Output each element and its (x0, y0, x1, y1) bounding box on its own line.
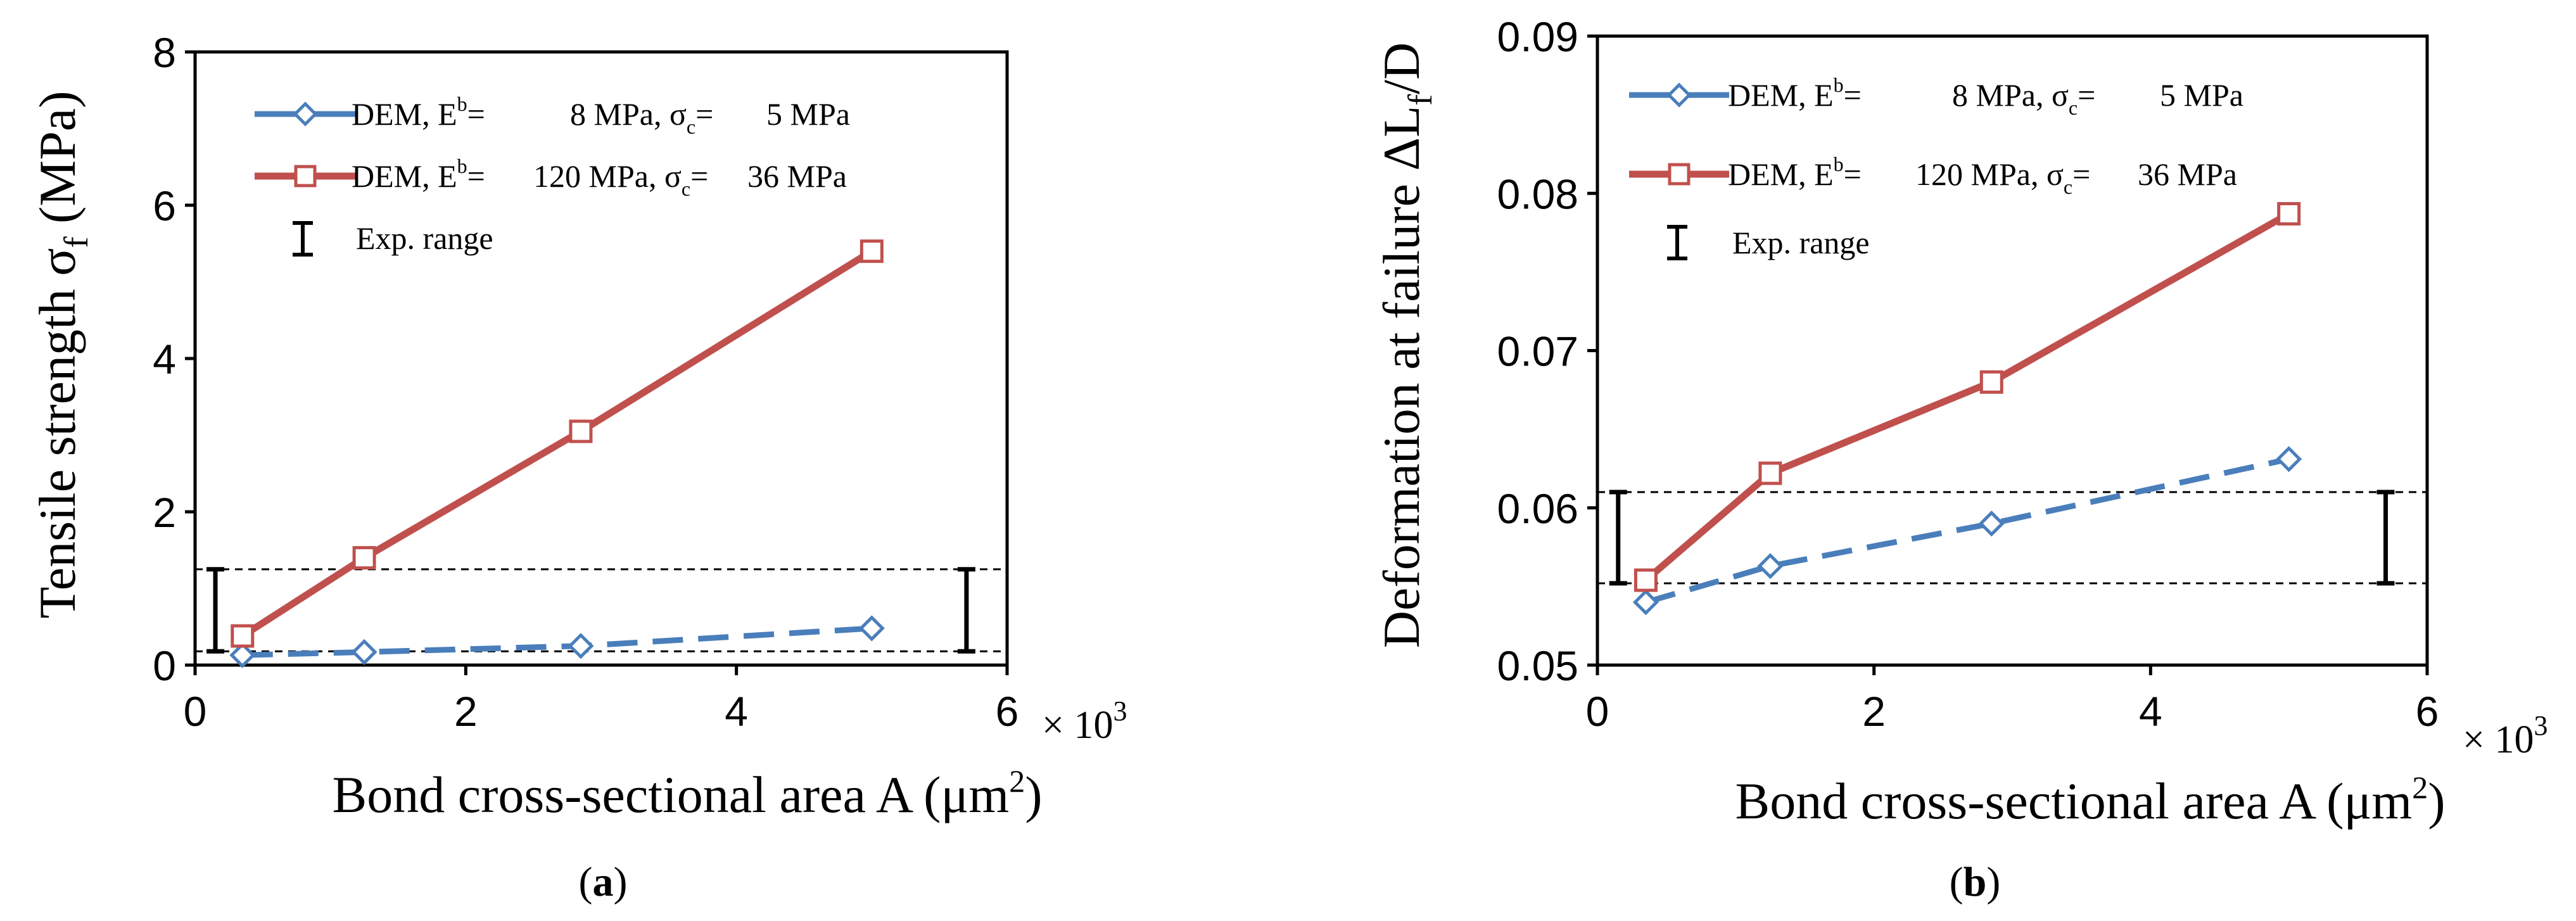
exp-range-error-bar (1609, 490, 1627, 586)
x-tick-label: 6 (2416, 688, 2439, 735)
series-line (1643, 210, 2291, 583)
legend-entry-dem-8mpa: DEM, Eb= 8 MPa, σc= 5 MPa (1629, 73, 2243, 119)
legend-label: Exp. range (356, 220, 493, 256)
exp-range-error-bar (206, 567, 225, 654)
x-axis-ticks: 0 2 4 6 (184, 665, 1019, 735)
exp-range-error-bar (957, 567, 975, 654)
exp-range-guides (195, 567, 1007, 654)
data-point-diamond (1757, 553, 1784, 580)
data-point-diamond (1978, 511, 2005, 537)
x-tick-label: 4 (2139, 688, 2162, 735)
x-tick-label: 2 (1862, 688, 1886, 735)
x-axis-multiplier: × 103 (1042, 696, 1127, 747)
data-point-square (1758, 461, 1782, 485)
x-tick-label: 0 (184, 688, 207, 735)
panel-a: 0 2 4 6 8 0 2 4 6 DEM, Eb= 8 MPa, σc= 5 MPa DEM, … (29, 29, 1127, 905)
legend-label: DEM, Eb= 120 MPa, σc= 36 MPa (1728, 153, 2237, 198)
panel-b: 0.05 0.06 0.07 0.08 0.09 0 2 4 6 DEM, Eb= 8 MPa,… (1373, 13, 2547, 905)
data-point-diamond (351, 638, 378, 665)
data-point-square (860, 239, 884, 264)
data-point-square (2277, 202, 2301, 226)
data-point-square (1634, 568, 1658, 592)
legend-entry-dem-8mpa: DEM, Eb= 8 MPa, σc= 5 MPa (255, 92, 850, 138)
y-tick-label: 0.09 (1497, 13, 1578, 60)
panel-label: (b) (1950, 859, 2001, 905)
y-tick-label: 0 (153, 642, 176, 689)
legend-label: DEM, Eb= 8 MPa, σc= 5 MPa (352, 92, 850, 138)
data-point-square (352, 546, 376, 570)
data-point-diamond (568, 633, 594, 659)
exp-range-error-bar (2376, 490, 2395, 586)
panel-label: (a) (579, 859, 628, 905)
data-point-square (1979, 370, 2003, 394)
plot-frame (193, 50, 1009, 667)
legend: DEM, Eb= 8 MPa, σc= 5 MPa DEM, Eb= 120 MPa,… (1629, 73, 2243, 260)
data-point-square (231, 624, 255, 648)
legend-entry-dem-120mpa: DEM, Eb= 120 MPa, σc= 36 MPa (255, 155, 847, 200)
x-tick-label: 4 (725, 688, 748, 735)
y-tick-label: 0.06 (1497, 485, 1578, 532)
y-axis-title: Tensile strength σf (MPa) (29, 91, 95, 618)
series-line (1645, 456, 2290, 606)
series-line (242, 625, 872, 658)
legend-label: Exp. range (1732, 225, 1870, 260)
legend-label: DEM, Eb= 120 MPa, σc= 36 MPa (352, 155, 847, 200)
legend-diamond-marker (1666, 82, 1692, 108)
data-point-square (569, 419, 593, 443)
series-group (229, 239, 885, 668)
x-tick-label: 0 (1586, 688, 1609, 735)
x-axis-multiplier: × 103 (2463, 710, 2547, 761)
legend-square-marker (1668, 163, 1691, 186)
y-tick-label: 2 (153, 489, 176, 536)
y-tick-label: 0.07 (1497, 328, 1578, 375)
plot-frame (1596, 34, 2429, 667)
data-point-diamond (858, 615, 885, 642)
data-point-diamond (2276, 446, 2302, 473)
y-tick-label: 4 (153, 336, 176, 383)
data-point-diamond (1632, 589, 1659, 616)
series-group (1632, 202, 2302, 616)
y-tick-label: 8 (153, 29, 176, 76)
x-axis-title: Bond cross-sectional area A (μm2) (333, 763, 1043, 823)
y-axis-title: Deformation at failure ΔLf/D (1373, 42, 1439, 648)
legend-label: DEM, Eb= 8 MPa, σc= 5 MPa (1728, 73, 2243, 119)
legend-error-bar-marker (1667, 225, 1687, 260)
x-tick-label: 6 (996, 688, 1019, 735)
legend-entry-dem-120mpa: DEM, Eb= 120 MPa, σc= 36 MPa (1629, 153, 2237, 198)
y-axis-ticks: 0 2 4 6 8 (153, 29, 195, 689)
data-point-diamond (229, 642, 256, 668)
y-tick-label: 0.05 (1497, 642, 1578, 689)
legend-diamond-marker (293, 101, 318, 127)
legend-square-marker (294, 165, 317, 187)
x-axis-ticks: 0 2 4 6 (1586, 665, 2439, 735)
exp-range-guides (1597, 490, 2427, 586)
series-line (240, 248, 874, 639)
x-tick-label: 2 (454, 688, 478, 735)
legend: DEM, Eb= 8 MPa, σc= 5 MPa DEM, Eb= 120 MPa,… (255, 92, 850, 257)
legend-error-bar-marker (293, 221, 313, 257)
x-axis-title: Bond cross-sectional area A (μm2) (1735, 770, 2446, 830)
y-axis-ticks: 0.05 0.06 0.07 0.08 0.09 (1497, 13, 1597, 689)
y-tick-label: 0.08 (1497, 170, 1578, 217)
legend-entry-exp-range: Exp. range (293, 220, 493, 257)
y-tick-label: 6 (153, 182, 176, 229)
legend-entry-exp-range: Exp. range (1667, 225, 1870, 260)
